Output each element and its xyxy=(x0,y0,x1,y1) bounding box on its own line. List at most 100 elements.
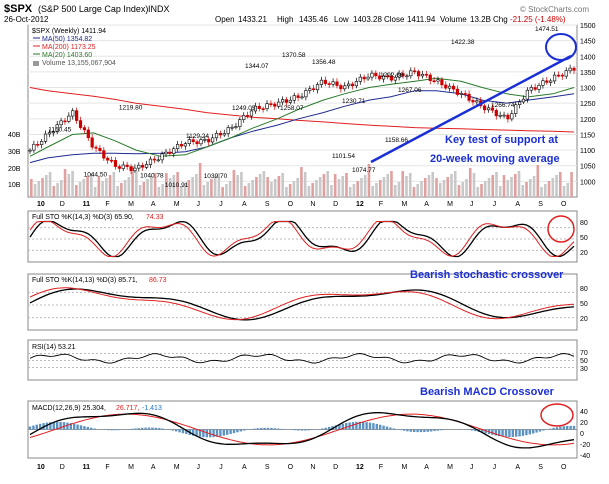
candle-body xyxy=(511,114,514,119)
sto2-label: Full STO %K(14,13) %D(3) 85.71, xyxy=(32,277,138,284)
candle-body xyxy=(285,100,288,103)
volume-bar xyxy=(420,181,423,197)
macd-histogram-bar xyxy=(403,430,405,431)
macd-histogram-bar xyxy=(420,430,422,433)
macd-histogram-bar xyxy=(559,427,561,430)
macd-histogram-bar xyxy=(416,430,418,433)
volume-bar xyxy=(259,174,262,197)
price-label: 1074.77 xyxy=(352,167,376,174)
open-value: 1433.21 xyxy=(238,15,267,24)
month-label: S xyxy=(538,464,543,471)
volume-bar xyxy=(428,175,431,197)
macd-tick: -40 xyxy=(580,453,590,460)
candle-body xyxy=(270,104,273,105)
month-label: N xyxy=(310,464,315,471)
candle-body xyxy=(557,75,560,76)
volume-tick: 40B xyxy=(8,132,21,139)
volume-bar xyxy=(210,179,213,197)
price-label: 1267.06 xyxy=(398,87,422,94)
volume-bar xyxy=(199,163,202,197)
month-label: M xyxy=(174,201,180,208)
month-label: O xyxy=(561,201,567,208)
month-label: 10 xyxy=(37,464,45,471)
volume-bar xyxy=(38,181,41,197)
candle-body xyxy=(316,84,319,89)
macd-label: MACD(12,26,9) 25.304, xyxy=(32,405,106,412)
candle-body xyxy=(266,104,269,109)
volume-bar xyxy=(375,183,378,197)
macd-histogram-bar xyxy=(107,430,109,431)
candle-body xyxy=(406,76,409,77)
month-label: J xyxy=(219,464,223,471)
rsi-axis: 70 50 30 xyxy=(580,350,588,373)
candle-body xyxy=(476,101,479,102)
candle-body xyxy=(239,120,242,127)
candle-body xyxy=(91,138,94,147)
candle-body xyxy=(351,84,354,86)
macd-histogram-bar xyxy=(389,427,391,429)
volume-bar xyxy=(458,185,461,197)
macd-histogram-bar xyxy=(566,426,568,430)
volume-bar xyxy=(68,174,71,197)
candle-body xyxy=(312,89,315,90)
macd-annotation: Bearish MACD Crossover xyxy=(420,386,555,398)
month-label: A xyxy=(151,201,156,208)
candle-body xyxy=(289,100,292,102)
volume-bar xyxy=(308,186,311,197)
volume-bar xyxy=(94,187,97,197)
macd-histogram-bar xyxy=(304,430,306,431)
candle-body xyxy=(340,86,343,89)
candle-body xyxy=(518,102,521,105)
macd-histogram-bar xyxy=(440,430,442,431)
month-label: 10 xyxy=(37,201,45,208)
volume-bar xyxy=(274,179,277,197)
candle-body xyxy=(324,80,327,83)
month-label: J xyxy=(470,464,474,471)
candle-body xyxy=(95,147,98,148)
candle-body xyxy=(336,82,339,86)
sto1-tick: 80 xyxy=(580,220,588,227)
macd-histogram-bar xyxy=(399,430,401,431)
macd-tick: 40 xyxy=(580,409,588,416)
price-label: 1040.78 xyxy=(140,173,164,180)
volume-bar xyxy=(86,176,89,197)
macd-histogram-bar xyxy=(471,430,473,431)
month-label: M xyxy=(447,464,453,471)
volume-bar xyxy=(53,186,56,197)
volume-bar xyxy=(311,183,314,197)
volume-bar xyxy=(401,171,404,197)
volume-bar xyxy=(319,177,322,197)
volume-bar xyxy=(251,180,254,197)
volume-bar xyxy=(503,175,506,197)
candle-body xyxy=(211,138,214,142)
candle-body xyxy=(169,152,172,153)
sto2-tick: 50 xyxy=(580,301,588,308)
price-label: 1266.74 xyxy=(491,102,515,109)
macd-histogram-bar xyxy=(134,428,136,429)
volume-bar xyxy=(536,165,539,197)
candle-body xyxy=(161,154,164,160)
price-label: 1101.54 xyxy=(332,153,355,160)
macd-histogram-bar xyxy=(563,426,565,429)
sto2-label-red: 86.73 xyxy=(149,277,167,284)
month-label: S xyxy=(265,201,270,208)
candle-body xyxy=(305,90,308,96)
volume-bar xyxy=(323,174,326,197)
volume-bar xyxy=(281,173,284,197)
volume-bar xyxy=(499,186,502,197)
month-label: F xyxy=(105,201,109,208)
candle-body xyxy=(60,121,63,125)
candle-body xyxy=(421,74,424,76)
macd-histogram-bar xyxy=(372,423,374,429)
candle-body xyxy=(413,71,416,72)
volume-bar xyxy=(229,181,232,197)
candle-body xyxy=(149,159,152,165)
macd-histogram-bar xyxy=(260,428,262,430)
volume-bar xyxy=(390,171,393,197)
chart-name: (S&P 500 Large Cap Index) xyxy=(38,4,148,14)
month-label: N xyxy=(310,201,315,208)
volume-bar xyxy=(484,181,487,197)
stockcharts-watermark: © StockCharts.com xyxy=(520,5,589,14)
month-label: F xyxy=(379,464,383,471)
volume-bar xyxy=(416,184,419,197)
